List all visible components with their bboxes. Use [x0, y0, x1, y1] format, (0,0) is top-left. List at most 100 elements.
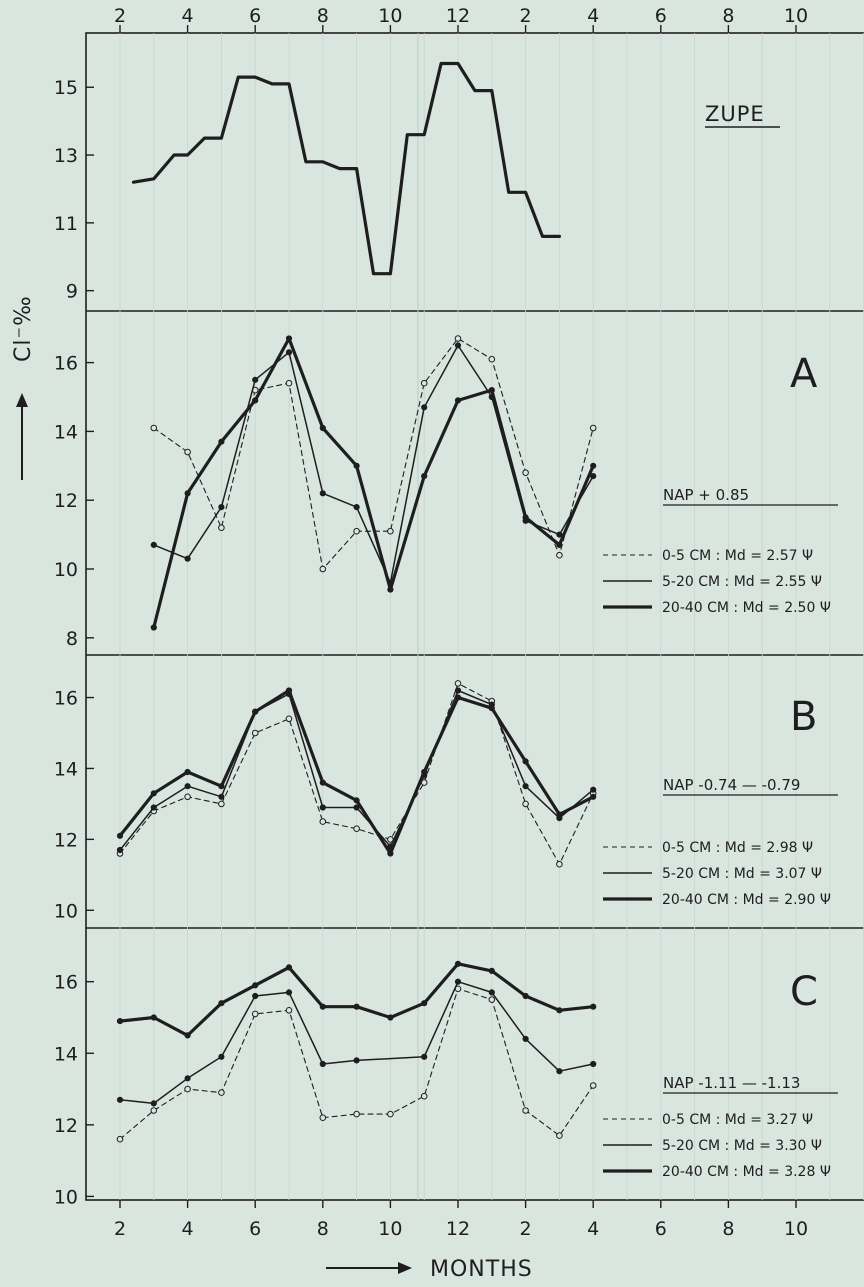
- data-point-A-2: [590, 473, 597, 480]
- y-tick-label: 12: [54, 829, 78, 851]
- data-point-B-2: [454, 687, 462, 694]
- data-point-C-1: [522, 1107, 529, 1114]
- data-point-A-3: [421, 473, 428, 480]
- data-point-A-1: [454, 335, 462, 342]
- data-point-C-2: [590, 1060, 597, 1068]
- legend-label-A-1: 0-5 CM : Md = 2.57 Ψ: [662, 548, 813, 564]
- data-point-C-2: [218, 1053, 225, 1060]
- data-point-A-3: [218, 438, 225, 445]
- x-tick-label-bottom: 4: [182, 1218, 194, 1240]
- data-point-A-3: [556, 541, 563, 549]
- data-point-B-1: [184, 793, 191, 801]
- data-point-C-2: [353, 1057, 360, 1064]
- x-tick-label-top: 10: [378, 5, 402, 27]
- x-tick-label-bottom: 8: [722, 1218, 734, 1240]
- x-tick-label-bottom: 10: [378, 1218, 402, 1240]
- data-point-B-2: [590, 786, 597, 793]
- data-point-A-2: [353, 504, 360, 511]
- data-point-B-3: [387, 850, 394, 857]
- legend-label-C-2: 5-20 CM : Md = 3.30 Ψ: [662, 1138, 822, 1154]
- data-point-C-2: [556, 1068, 563, 1075]
- x-tick-label-top: 4: [182, 5, 194, 27]
- x-tick-label-top: 2: [114, 5, 126, 27]
- data-point-C-2: [488, 989, 495, 996]
- data-point-A-1: [387, 527, 394, 535]
- data-point-B-2: [319, 804, 326, 811]
- data-point-B-3: [454, 694, 462, 701]
- data-point-C-3: [218, 1000, 225, 1007]
- panel-letter-B: B: [790, 694, 817, 740]
- y-tick-label: 15: [54, 77, 78, 99]
- data-point-C-1: [589, 1082, 597, 1089]
- data-point-C-2: [150, 1100, 157, 1107]
- panel-letter-C: C: [790, 969, 818, 1015]
- data-point-C-3: [421, 1000, 428, 1007]
- x-tick-label-top: 8: [722, 5, 734, 27]
- panel-frames: [85, 32, 864, 1201]
- x-tick-label-bottom: 6: [249, 1218, 261, 1240]
- data-point-B-1: [454, 680, 462, 687]
- data-point-B-2: [150, 804, 157, 811]
- x-axis-arrow-head: [398, 1262, 412, 1274]
- data-point-B-2: [218, 793, 225, 800]
- x-tick-label-top: 6: [655, 5, 667, 27]
- data-point-B-2: [184, 783, 191, 790]
- data-point-A-3: [150, 624, 157, 631]
- data-point-C-3: [116, 1018, 124, 1025]
- data-point-B-3: [285, 687, 293, 694]
- y-tick-label: 16: [54, 688, 78, 710]
- x-tick-label-top: 2: [520, 5, 532, 27]
- data-point-A-3: [353, 462, 360, 469]
- data-point-C-3: [454, 960, 462, 967]
- legend-label-B-3: 20-40 CM : Md = 2.90 Ψ: [662, 892, 831, 908]
- data-point-B-3: [590, 793, 597, 800]
- data-point-A-3: [387, 586, 394, 593]
- data-point-C-3: [184, 1032, 191, 1039]
- y-tick-label: 16: [54, 972, 78, 994]
- y-axis-title: Cl⁻‰: [11, 295, 36, 362]
- data-point-B-3: [421, 768, 428, 776]
- data-point-B-3: [488, 705, 495, 712]
- data-point-C-1: [420, 1092, 428, 1100]
- data-point-C-3: [522, 992, 529, 1000]
- data-point-C-1: [251, 1010, 259, 1018]
- x-tick-label-bottom: 12: [446, 1218, 470, 1240]
- data-point-C-2: [319, 1060, 326, 1068]
- data-point-B-3: [252, 708, 259, 715]
- y-tick-label: 14: [54, 421, 78, 443]
- data-point-A-3: [590, 462, 597, 469]
- data-point-C-2: [454, 978, 462, 985]
- x-tick-label-bottom: 8: [317, 1218, 329, 1240]
- y-tick-label: 10: [54, 900, 78, 922]
- legend-label-A-2: 5-20 CM : Md = 2.55 Ψ: [662, 574, 822, 590]
- data-point-A-2: [252, 376, 259, 383]
- x-tick-label-top: 10: [784, 5, 808, 27]
- data-point-B-1: [522, 800, 529, 808]
- x-tick-label-bottom: 2: [520, 1218, 532, 1240]
- data-point-C-3: [319, 1003, 326, 1010]
- nap-annotation-C: NAP -1.11 — -1.13: [663, 1074, 800, 1092]
- data-point-A-2: [319, 490, 326, 497]
- data-point-C-3: [285, 964, 293, 971]
- data-point-A-1: [488, 355, 496, 363]
- data-point-A-1: [420, 379, 428, 387]
- x-axis-title: MONTHS: [430, 1257, 533, 1282]
- y-tick-label: 12: [54, 1115, 78, 1137]
- data-point-A-2: [454, 342, 462, 349]
- data-point-C-3: [488, 967, 495, 975]
- y-tick-label: 10: [54, 559, 78, 581]
- data-point-A-1: [184, 448, 191, 456]
- data-point-A-1: [353, 527, 360, 535]
- data-point-A-2: [556, 531, 563, 538]
- data-point-B-2: [353, 804, 360, 811]
- y-tick-label: 11: [54, 213, 78, 235]
- axis-ticks: [86, 25, 797, 1208]
- data-point-C-1: [285, 1007, 293, 1014]
- data-point-A-3: [184, 490, 191, 497]
- data-point-C-1: [556, 1132, 563, 1139]
- data-point-A-3: [319, 424, 326, 432]
- y-axis-arrow-head: [16, 393, 28, 407]
- data-point-C-3: [387, 1014, 394, 1021]
